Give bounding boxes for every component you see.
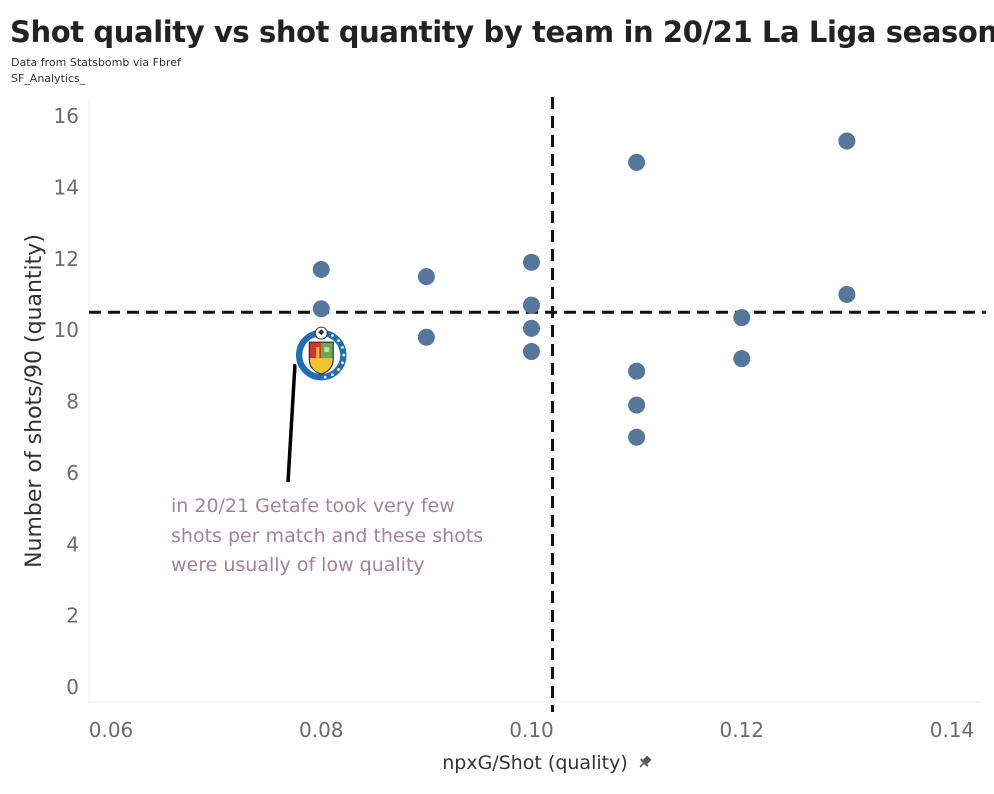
annotation-line-2: shots per match and these shots (171, 525, 483, 547)
data-point[interactable] (312, 300, 330, 318)
data-point[interactable] (523, 296, 540, 314)
annotation-line-3: were usually of low quality (171, 554, 425, 576)
y-tick-label: 10 (54, 318, 79, 342)
data-point[interactable] (628, 396, 646, 414)
data-point[interactable] (523, 343, 540, 361)
data-point[interactable] (417, 328, 435, 346)
x-tick-label: 0.12 (719, 718, 764, 742)
chart-subtitle: Data from Statsbomb via Fbref SF_Analyti… (11, 55, 181, 87)
data-point[interactable] (838, 285, 856, 303)
reference-lines (89, 97, 986, 712)
y-tick-label: 14 (54, 175, 79, 199)
data-point[interactable] (312, 260, 330, 278)
x-tick-label: 0.14 (930, 718, 975, 742)
getafe-crest-icon (294, 326, 348, 382)
annotation-arrow (286, 363, 297, 483)
data-points (312, 132, 856, 446)
annotation-pointer-line (286, 363, 297, 483)
x-axis-title-group: npxG/Shot (quality) (442, 752, 653, 774)
y-tick-label: 8 (66, 390, 79, 414)
annotation-line-1: in 20/21 Getafe took very few (171, 495, 455, 517)
y-tick-label: 6 (66, 461, 79, 485)
y-tick-label: 16 (54, 104, 79, 128)
data-point[interactable] (523, 253, 540, 271)
x-axis-title: npxG/Shot (quality) (442, 752, 628, 774)
data-point[interactable] (733, 309, 751, 327)
x-tick-label: 0.10 (509, 718, 554, 742)
plot-frame (88, 100, 982, 703)
data-point[interactable] (523, 319, 540, 337)
y-tick-label: 2 (66, 604, 79, 628)
annotation-text: in 20/21 Getafe took very few shots per … (171, 495, 483, 576)
data-source-note: Data from Statsbomb via Fbref (11, 56, 181, 69)
y-tick-label: 4 (66, 532, 79, 556)
data-point[interactable] (628, 362, 646, 380)
y-axis-ticks: 0 2 4 6 8 10 12 14 16 (54, 104, 79, 699)
x-tick-label: 0.08 (299, 718, 344, 742)
y-axis-title: Number of shots/90 (quantity) (22, 234, 47, 568)
data-point[interactable] (838, 132, 856, 150)
x-tick-label: 0.06 (89, 718, 134, 742)
pin-icon[interactable] (637, 754, 653, 770)
data-point[interactable] (733, 350, 751, 368)
data-point[interactable] (628, 428, 646, 446)
y-tick-label: 12 (54, 247, 79, 271)
author-handle: SF_Analytics_ (11, 72, 86, 85)
chart-title: Shot quality vs shot quantity by team in… (10, 15, 994, 49)
data-point[interactable] (628, 153, 646, 171)
y-tick-label: 0 (66, 675, 79, 699)
x-axis-ticks: 0.06 0.08 0.10 0.12 0.14 (89, 718, 975, 742)
data-point[interactable] (417, 268, 435, 286)
